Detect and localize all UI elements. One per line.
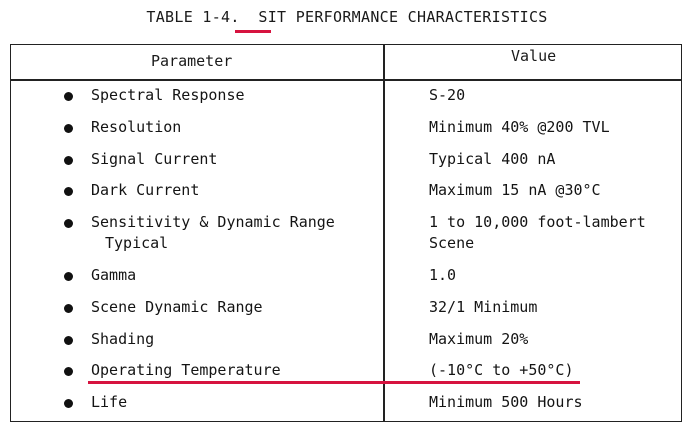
parameter-cell: Spectral Response (91, 86, 245, 104)
header-value: Value (511, 47, 557, 65)
parameter-line-1: Sensitivity & Dynamic Range (91, 213, 335, 231)
parameter-cell: Shading (91, 330, 155, 348)
parameter-cell: Dark Current (91, 181, 200, 199)
parameter-cell: Operating Temperature (91, 361, 281, 379)
bullet-icon (64, 367, 73, 376)
value-line-1: 1 to 10,000 foot-lambert (429, 213, 646, 231)
bullet-icon (64, 124, 73, 133)
parameter-cell: Resolution (91, 118, 182, 136)
bullet-icon (64, 156, 73, 165)
bullet-icon (64, 272, 73, 281)
table-title: TABLE 1-4. SIT PERFORMANCE CHARACTERISTI… (0, 8, 694, 26)
header-divider (11, 79, 681, 81)
performance-table: Parameter Value Spectral Response S-20 R… (10, 44, 682, 422)
title-prefix: TABLE 1-4. (146, 8, 259, 26)
value-line-2: Scene (429, 234, 475, 252)
value-cell: Maximum 15 nA @30°C (429, 181, 601, 199)
value-cell: Minimum 40% @200 TVL (429, 118, 610, 136)
operating-temperature-red-underline (88, 381, 580, 384)
column-divider (383, 45, 385, 421)
value-cell: 1 to 10,000 foot-lambert Scene (429, 212, 646, 254)
bullet-icon (64, 92, 73, 101)
sit-red-underline (235, 30, 271, 33)
value-cell: 1.0 (429, 266, 457, 284)
value-cell: Minimum 500 Hours (429, 393, 583, 411)
value-cell: Maximum 20% (429, 330, 529, 348)
bullet-icon (64, 304, 73, 313)
parameter-cell: Life (91, 393, 128, 411)
bullet-icon (64, 187, 73, 196)
bullet-icon (64, 399, 73, 408)
value-cell: (-10°C to +50°C) (429, 361, 574, 379)
title-highlight-sit: SIT (258, 8, 287, 26)
bullet-icon (64, 219, 73, 228)
value-cell: Typical 400 nA (429, 150, 556, 168)
value-cell: 32/1 Minimum (429, 298, 538, 316)
parameter-cell: Scene Dynamic Range (91, 298, 263, 316)
parameter-cell: Signal Current (91, 150, 218, 168)
bullet-icon (64, 336, 73, 345)
parameter-cell: Gamma (91, 266, 137, 284)
parameter-cell: Sensitivity & Dynamic Range Typical (91, 212, 335, 254)
title-suffix: PERFORMANCE CHARACTERISTICS (286, 8, 548, 26)
parameter-line-2: Typical (105, 234, 169, 252)
value-cell: S-20 (429, 86, 466, 104)
header-parameter: Parameter (151, 52, 233, 70)
